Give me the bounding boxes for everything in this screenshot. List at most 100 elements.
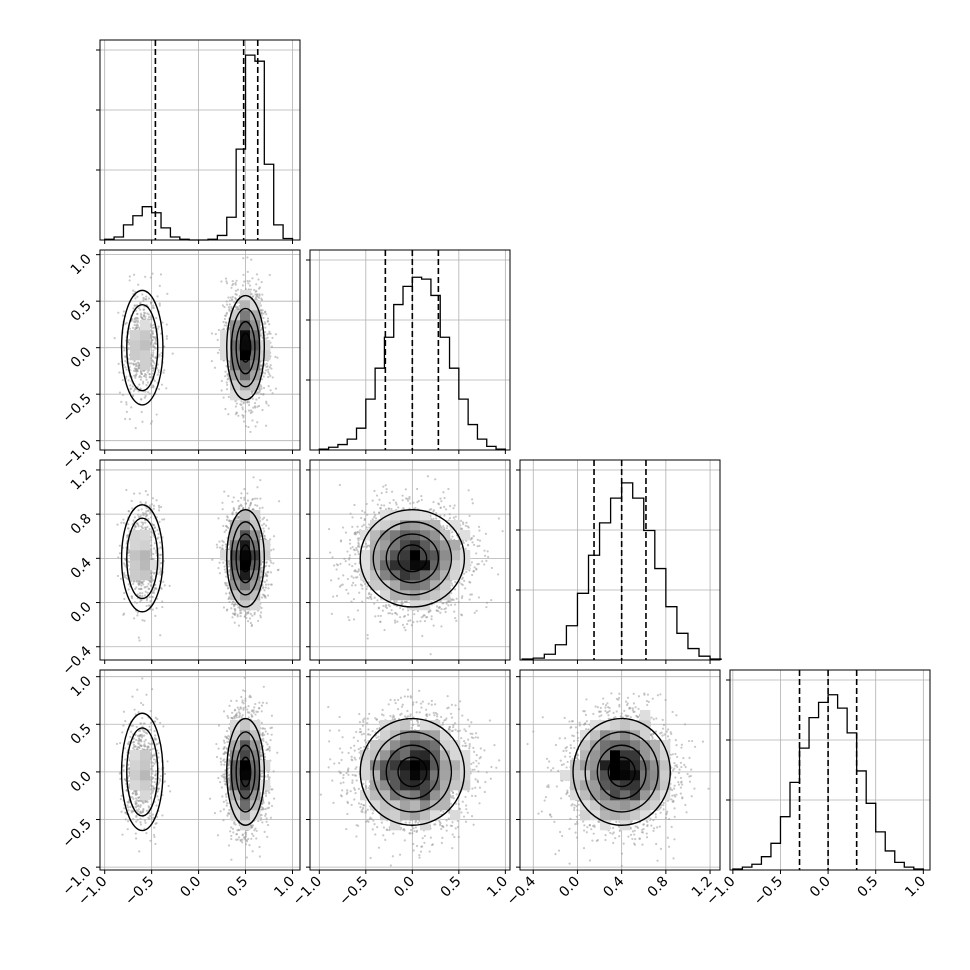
scatter-point <box>159 541 162 544</box>
scatter-point <box>154 339 157 342</box>
scatter-point <box>231 616 234 619</box>
scatter-point <box>137 307 140 310</box>
scatter-point <box>259 328 263 332</box>
scatter-point <box>133 317 137 320</box>
scatter-point <box>269 389 272 392</box>
scatter-point <box>132 369 136 372</box>
scatter-point <box>151 332 155 335</box>
scatter-point <box>228 574 231 577</box>
scatter-point <box>223 317 226 321</box>
scatter-point <box>258 293 261 296</box>
scatter-point <box>155 316 158 320</box>
scatter-point <box>133 323 136 327</box>
scatter-point <box>255 283 258 286</box>
scatter-point <box>222 320 225 324</box>
scatter-point <box>127 379 130 382</box>
scatter-point <box>142 382 145 385</box>
density-cell <box>240 340 251 351</box>
scatter-point <box>166 292 169 295</box>
scatter-point <box>265 579 268 582</box>
scatter-point <box>276 356 279 359</box>
scatter-point <box>235 402 238 405</box>
scatter-point <box>266 317 270 320</box>
scatter-point <box>257 404 261 408</box>
scatter-point <box>125 403 128 406</box>
scatter-point <box>261 506 264 509</box>
scatter-point <box>253 401 257 405</box>
scatter-point <box>150 584 153 587</box>
scatter-point <box>143 594 147 597</box>
scatter-point <box>123 355 127 358</box>
density-contour <box>239 332 252 363</box>
scatter-point <box>158 304 161 307</box>
scatter-point <box>143 396 146 399</box>
scatter-point <box>117 311 120 314</box>
scatter-point <box>140 410 143 414</box>
scatter-point <box>127 510 130 513</box>
scatter-point <box>134 320 137 323</box>
scatter-point <box>148 315 151 319</box>
scatter-point <box>162 371 165 374</box>
scatter-point <box>233 621 236 624</box>
scatter-point <box>146 381 150 384</box>
scatter-point <box>147 313 150 316</box>
density-cell <box>230 390 241 401</box>
scatter-point <box>252 406 255 409</box>
scatter-point <box>235 411 238 415</box>
scatter-point <box>236 288 240 291</box>
scatter-point <box>231 280 234 283</box>
scatter-point <box>133 374 136 377</box>
scatter-point <box>156 327 159 331</box>
panel-frame <box>519 459 721 661</box>
scatter-point <box>125 410 128 413</box>
scatter-point <box>263 534 266 538</box>
density-contour <box>120 289 164 406</box>
scatter-point <box>141 293 144 296</box>
scatter-point <box>268 372 271 376</box>
scatter-point <box>268 332 271 335</box>
scatter-point <box>136 321 139 324</box>
scatter-point <box>161 518 164 521</box>
scatter-point <box>149 276 152 279</box>
histogram-panel-2 <box>516 459 722 661</box>
scatter-point <box>153 379 156 382</box>
scatter-point <box>222 396 225 399</box>
scatter-point <box>128 327 131 330</box>
scatter-point <box>268 564 271 568</box>
scatter-point <box>262 316 265 320</box>
scatter-point <box>171 352 174 355</box>
scatter-point <box>125 321 128 325</box>
scatter-point <box>146 371 149 374</box>
scatter-point <box>151 272 154 275</box>
scatter-point <box>225 300 228 303</box>
scatter-point <box>250 392 253 395</box>
scatter-point <box>138 592 142 595</box>
scatter-point <box>223 305 226 309</box>
scatter-point <box>146 493 149 496</box>
scatter-point <box>265 402 268 405</box>
scatter-point <box>234 292 237 296</box>
scatter-point <box>142 308 146 311</box>
scatter-point <box>244 410 247 413</box>
density-cell <box>250 300 261 311</box>
scatter-point <box>133 360 136 363</box>
scatter-point <box>117 362 120 366</box>
y-tick-label: 0.0 <box>68 344 95 371</box>
scatter-point <box>152 386 155 389</box>
scatter-point <box>159 273 163 276</box>
scatter-point <box>143 314 146 317</box>
density-cell <box>140 340 151 351</box>
scatter-point <box>247 409 251 412</box>
scatter-point <box>136 361 139 364</box>
scatter-point <box>123 349 126 352</box>
scatter-point <box>227 413 230 416</box>
scatter-point <box>147 517 150 521</box>
density-cell <box>240 310 251 321</box>
density-cell <box>230 350 241 361</box>
scatter-point <box>118 544 121 547</box>
scatter-point <box>261 408 264 412</box>
scatter-point <box>225 311 228 314</box>
histogram-panel-1 <box>306 249 511 451</box>
scatter-point <box>253 288 256 292</box>
scatter-point <box>128 362 131 365</box>
